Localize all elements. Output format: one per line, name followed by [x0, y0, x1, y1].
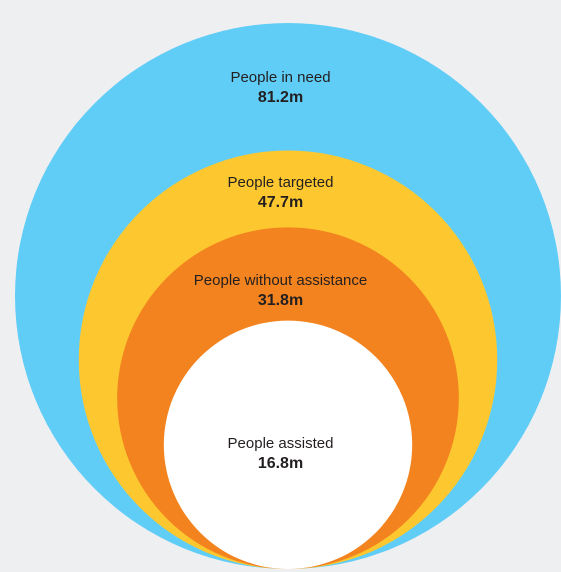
people-targeted-value: 47.7m	[257, 194, 304, 211]
people-assisted-label: People assisted 16.8m	[0, 434, 561, 474]
people-in-need-name: People in need	[230, 69, 331, 86]
people-without-assistance-value: 31.8m	[257, 292, 304, 309]
people-without-assistance-label: People without assistance 31.8m	[0, 271, 561, 311]
people-without-assistance-name: People without assistance	[193, 272, 368, 289]
people-assisted-value: 16.8m	[257, 455, 304, 472]
circle-people-assisted	[163, 320, 413, 569]
people-targeted-label: People targeted 47.7m	[0, 173, 561, 213]
people-targeted-name: People targeted	[227, 174, 334, 191]
people-in-need-label: People in need 81.2m	[0, 68, 561, 108]
people-in-need-value: 81.2m	[257, 89, 304, 106]
people-assisted-name: People assisted	[227, 435, 334, 452]
